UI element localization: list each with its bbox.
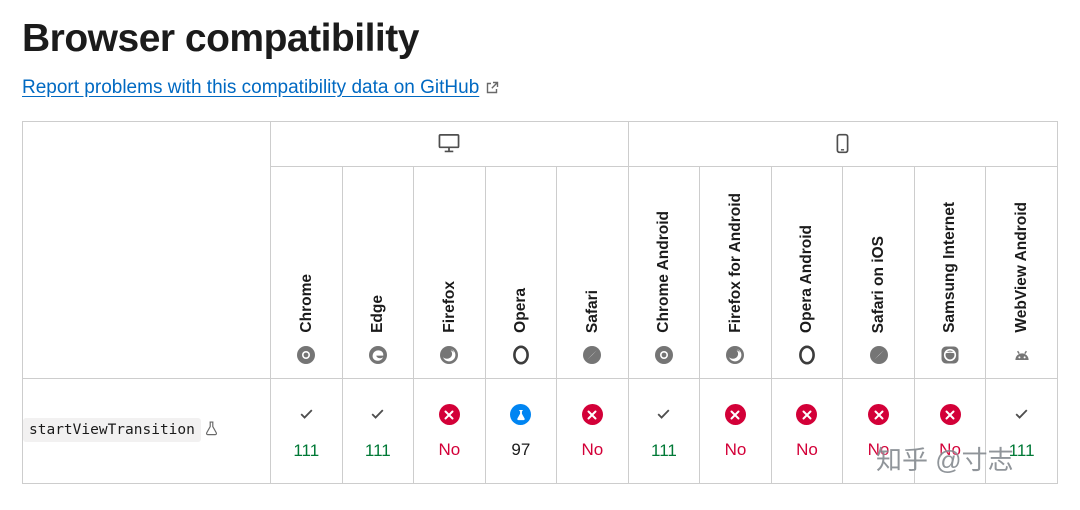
browser-header-row: Chrome Edge Firefox Opera Safari Chrome Andro… (23, 165, 1058, 379)
browser-column-chrome-android: Chrome Android (627, 165, 701, 379)
support-cell-opera-android[interactable]: No (770, 377, 844, 484)
check-icon (298, 403, 315, 425)
support-version: No (796, 439, 818, 459)
support-version: No (581, 439, 604, 459)
support-version: No (724, 439, 747, 459)
support-cell-edge[interactable]: 111 (341, 377, 415, 484)
browser-label: Opera Android (798, 224, 816, 333)
feature-cell: startViewTransition (22, 377, 271, 484)
support-version: 111 (364, 441, 391, 461)
check-icon (369, 403, 386, 425)
report-row: Report problems with this compatibility … (22, 77, 1058, 99)
desktop-group-header (270, 120, 629, 167)
browser-label: Chrome Android (655, 211, 673, 333)
browser-label: Opera (512, 288, 530, 333)
browser-label: Samsung Internet (941, 201, 959, 333)
chrome-icon (296, 345, 316, 365)
samsung-internet-icon (940, 345, 960, 365)
browser-column-chrome: Chrome (270, 165, 343, 379)
support-version: No (867, 439, 890, 459)
browser-column-samsung-internet: Samsung Internet (913, 165, 987, 379)
experimental-flask-badge-icon (510, 404, 532, 426)
browser-column-opera: Opera (484, 165, 558, 379)
browser-column-edge: Edge (341, 165, 415, 379)
support-cell-firefox[interactable]: No (413, 377, 486, 484)
group-header-row (22, 120, 1059, 379)
no-support-icon (438, 404, 460, 426)
support-cell-webview-android[interactable]: 111 (985, 377, 1058, 484)
browser-column-webview-android: WebView Android (985, 165, 1058, 379)
browser-label: Safari (583, 289, 601, 333)
no-support-icon (724, 404, 746, 426)
mobile-group-header (627, 120, 1059, 167)
firefox-icon (725, 345, 745, 365)
opera-icon (511, 345, 531, 365)
report-link[interactable]: Report problems with this compatibility … (22, 76, 480, 98)
edge-icon (368, 345, 388, 365)
external-link-icon (485, 81, 499, 95)
page: Browser compatibility Report problems wi… (22, 17, 1059, 484)
browser-column-opera-android: Opera Android (770, 165, 844, 379)
support-version: No (939, 439, 961, 459)
support-cell-samsung-internet[interactable]: No (913, 377, 987, 484)
support-version: 111 (1008, 441, 1035, 461)
browser-column-firefox: Firefox (413, 165, 486, 379)
support-cell-opera[interactable]: 97 (484, 377, 558, 484)
feature-name: startViewTransition (23, 417, 201, 442)
opera-icon (797, 345, 817, 365)
no-support-icon (868, 404, 890, 426)
safari-icon (582, 345, 602, 365)
support-cell-chrome[interactable]: 111 (270, 377, 343, 484)
support-version: 111 (651, 441, 677, 461)
browser-column-safari-on-ios: Safari on iOS (842, 165, 915, 379)
support-version: No (438, 439, 461, 459)
webview-android-icon (1012, 345, 1032, 365)
browser-label: Safari on iOS (869, 235, 887, 333)
corner-cell (22, 120, 271, 379)
support-version: 97 (511, 439, 531, 459)
browser-column-firefox-for-android: Firefox for Android (699, 165, 772, 379)
safari-icon (869, 345, 889, 365)
support-cell-chrome-android[interactable]: 111 (627, 377, 701, 484)
browser-label: WebView Android (1012, 202, 1030, 333)
feature-row: startViewTransition 111 111 No 97 No 111 No No N… (22, 377, 1058, 484)
no-support-icon (796, 404, 818, 426)
browser-label: Edge (369, 294, 387, 333)
page-title: Browser compatibility (22, 17, 419, 60)
support-cell-safari[interactable]: No (556, 377, 629, 484)
check-icon (1013, 403, 1030, 425)
no-support-icon (939, 404, 961, 426)
support-cell-firefox-for-android[interactable]: No (699, 377, 772, 484)
support-version: 111 (293, 441, 320, 461)
browser-column-safari: Safari (556, 165, 629, 379)
browser-label: Chrome (297, 274, 315, 333)
browser-label: Firefox (440, 281, 458, 333)
chrome-icon (654, 345, 674, 365)
firefox-icon (439, 345, 459, 365)
mobile-icon (836, 134, 849, 154)
browser-label: Firefox for Android (726, 193, 744, 333)
compat-table: Chrome Edge Firefox Opera Safari Chrome Andro… (22, 120, 1059, 484)
support-cell-safari-on-ios[interactable]: No (842, 377, 915, 484)
desktop-icon (437, 134, 461, 153)
check-icon (655, 403, 672, 425)
no-support-icon (581, 404, 603, 426)
experimental-flask-icon (205, 421, 218, 441)
